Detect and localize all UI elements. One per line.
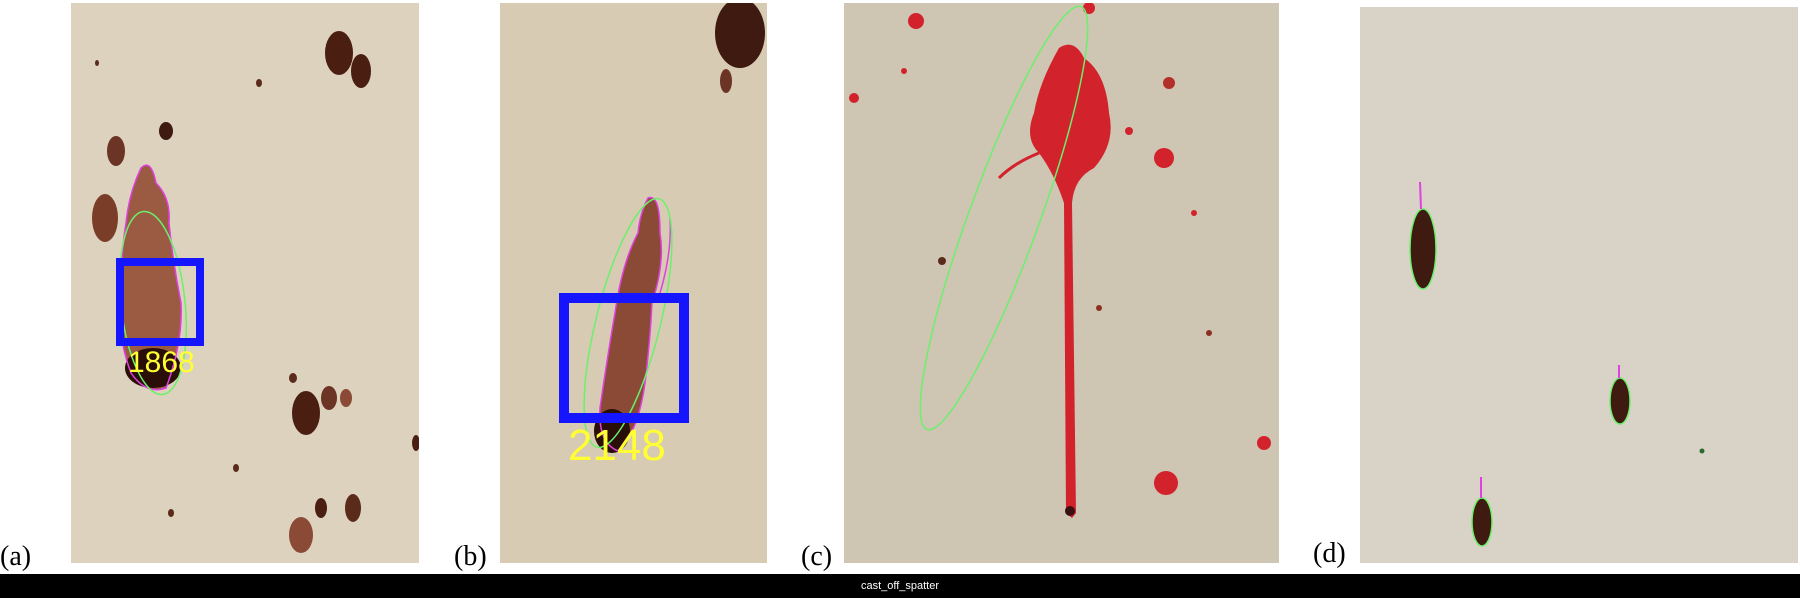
- panel-c-photo: [844, 3, 1279, 563]
- panel-b-top-stain: [715, 3, 765, 68]
- panel-b-image: 2148: [500, 3, 767, 563]
- panel-a-main-stain: [119, 165, 182, 390]
- panel-b-annotation: 2148: [568, 421, 666, 470]
- panel-d-image: [1360, 7, 1798, 563]
- panel-a-image: 1868: [71, 3, 419, 563]
- panel-b-main-stain: [599, 197, 662, 451]
- panel-c-main-stain: [1030, 44, 1111, 519]
- panel-a-photo: [71, 3, 419, 563]
- panel-a-stains: [92, 31, 419, 553]
- caption-text: cast_off_spatter: [860, 580, 940, 592]
- panel-b-bounding-box: [559, 293, 689, 423]
- panel-b-photo: [500, 3, 767, 563]
- panel-a-bounding-box: [116, 258, 204, 346]
- panel-a-label: (a): [0, 541, 32, 572]
- panel-d-droplets: [1409, 181, 1705, 547]
- panel-a-annotation: 1868: [128, 346, 195, 379]
- panel-d-label: (d): [1313, 538, 1346, 569]
- panel-b-label: (b): [454, 541, 487, 572]
- panel-b-fit-ellipse: [583, 197, 673, 449]
- panel-c-fit-ellipse: [919, 5, 1089, 431]
- panel-c-label: (c): [801, 541, 833, 572]
- panel-d-photo: [1360, 7, 1798, 563]
- panel-c-image: [844, 3, 1279, 563]
- caption-bar: cast_off_spatter: [0, 574, 1800, 598]
- panel-c-droplets: [849, 3, 1271, 495]
